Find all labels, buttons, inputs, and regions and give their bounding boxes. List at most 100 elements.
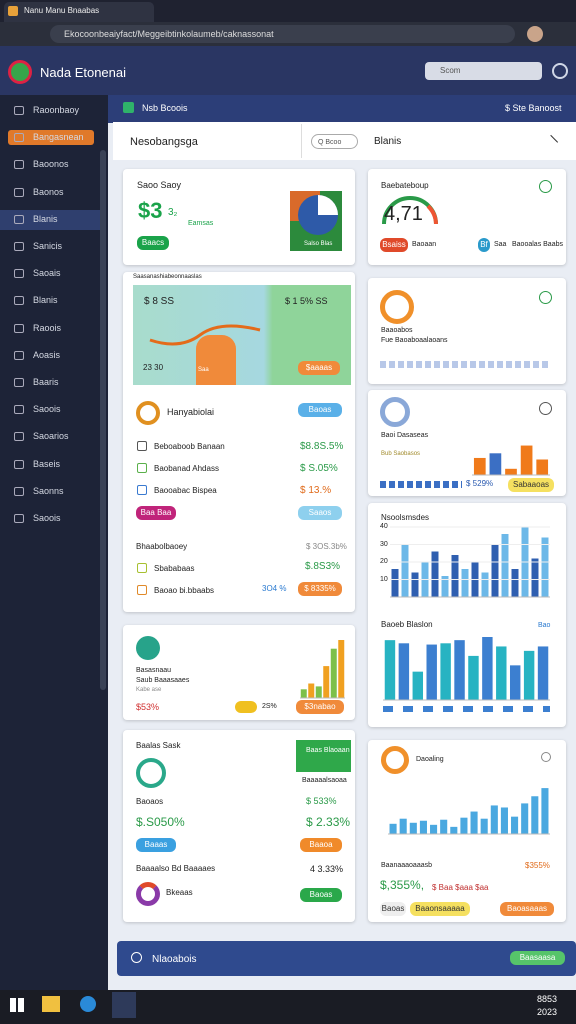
sidebar-icon	[14, 187, 24, 197]
chart-title: Baoeb Blaslon	[381, 620, 433, 629]
panel-search-text[interactable]: Q Bcoo	[318, 139, 342, 146]
pill[interactable]: Baaas	[136, 838, 176, 852]
card-title: Hanyabiolai	[167, 407, 215, 417]
panel-tab[interactable]: Blanis	[374, 136, 402, 147]
sidebar-active	[8, 130, 94, 146]
hero-value: $ 1 5% SS	[285, 296, 328, 306]
search-text[interactable]: Scom	[440, 66, 461, 75]
card-header: Saasanashiabeonnaaslas	[133, 274, 202, 280]
value: $355%	[525, 861, 550, 870]
tag[interactable]: Bf	[478, 238, 490, 252]
pill[interactable]: Baa Baa	[136, 506, 176, 520]
note: Kabe ase	[136, 687, 162, 693]
bar	[300, 689, 307, 698]
bar	[461, 569, 469, 597]
trend-icon	[541, 752, 551, 762]
tab-icon	[8, 6, 18, 16]
row-value: 3O4 %	[262, 584, 287, 593]
pill[interactable]: $aaaas	[298, 361, 340, 375]
app-icon	[112, 992, 136, 1018]
bar	[308, 683, 315, 698]
tab-title: Nanu Manu Bnaabas	[24, 6, 100, 15]
bar	[470, 811, 478, 834]
button[interactable]: Baoas	[298, 403, 342, 417]
sidebar-item[interactable]: Baseis	[33, 458, 61, 469]
pie-icon	[290, 191, 342, 251]
y-tick-label: 10	[380, 575, 388, 583]
card-title: Basasnaau	[136, 667, 172, 674]
bar	[496, 646, 507, 700]
task-icon	[136, 882, 160, 906]
card-title: Baalas Sask	[136, 741, 181, 750]
row-value: 4 3.33%	[310, 864, 344, 874]
pill[interactable]: Baaoa	[300, 838, 342, 852]
hero-line	[149, 324, 261, 346]
gauge-arc-end	[426, 204, 438, 225]
pill[interactable]: Baoas	[380, 902, 406, 916]
sidebar-icon	[14, 486, 24, 496]
row-value: $ S.05%	[300, 463, 338, 474]
clock-icon	[539, 402, 552, 415]
sidebar-item[interactable]: Saoois	[33, 513, 61, 523]
sidebar-item[interactable]: Raoonbaoy	[33, 105, 80, 115]
panel-title: Nesobangsga	[130, 136, 198, 148]
panel-bar	[113, 122, 576, 160]
pill[interactable]: Sabaaoas	[508, 478, 554, 492]
sidebar-item[interactable]: Saoois	[33, 404, 61, 415]
legend-dots	[383, 706, 550, 712]
sidebar-item[interactable]: Aoasis	[33, 349, 61, 360]
sidebar-item[interactable]: Raoois	[33, 322, 62, 333]
bar-chart	[383, 637, 550, 701]
card-title: Baaoabos	[381, 327, 413, 334]
bar	[511, 569, 519, 597]
pill[interactable]: $ 8335%	[298, 582, 342, 596]
app-icon	[80, 996, 96, 1012]
sidebar-icon	[14, 323, 24, 333]
bar	[460, 817, 468, 834]
bar-chart	[388, 788, 550, 835]
sidebar-item[interactable]: Sanicis	[33, 241, 63, 251]
sidebar-item[interactable]: Baoonos	[33, 159, 69, 170]
hero-shape	[196, 335, 236, 385]
sidebar-icon	[14, 106, 24, 115]
sidebar-item[interactable]: Saoarios	[33, 431, 69, 442]
bar	[323, 666, 330, 698]
pill[interactable]: Baoasaaas	[500, 902, 554, 916]
pill[interactable]: $3nabao	[296, 700, 344, 714]
date: 2023	[537, 1007, 558, 1017]
banner-text: Baaaaalsaoaa	[302, 777, 347, 784]
note: Eamsas	[188, 220, 214, 227]
pill[interactable]: Saaos	[298, 506, 342, 520]
bar	[384, 640, 396, 700]
card-title: Daoaling	[416, 756, 444, 763]
sidebar-item[interactable]: Saoais	[33, 268, 61, 279]
bar	[441, 576, 449, 597]
sidebar-item[interactable]: Blanis	[33, 295, 58, 306]
bar	[523, 650, 535, 700]
value: $ 533%	[306, 796, 337, 806]
sidebar-item[interactable]: Baonos	[33, 186, 64, 197]
panel-search	[311, 134, 358, 149]
trend-ring	[381, 746, 409, 774]
sidebar-item[interactable]: Baaris	[33, 377, 59, 387]
bar	[426, 644, 437, 700]
pill[interactable]: Baaonsaaaaa	[410, 902, 470, 916]
sidebar-icon	[14, 378, 24, 387]
pill[interactable]: Bsaiss	[380, 238, 408, 252]
sidebar-item[interactable]: Bangasnean	[33, 132, 84, 143]
toggle	[235, 701, 257, 713]
hero-tag: Saa	[198, 367, 209, 373]
sidebar-item[interactable]: Blanis	[33, 213, 58, 224]
bar	[338, 640, 345, 698]
taskbar	[0, 990, 576, 1024]
bar	[430, 824, 438, 834]
clock: 8853	[537, 994, 558, 1004]
button[interactable]: Baacs	[137, 236, 169, 250]
row-label: Sbababaas	[154, 564, 195, 573]
sidebar-icon	[14, 432, 24, 442]
bar	[490, 805, 498, 834]
hero-value: $ 8 SS	[144, 296, 175, 307]
button[interactable]: Baasaasa	[510, 951, 565, 965]
pill[interactable]: Baoas	[300, 888, 342, 902]
sidebar-item[interactable]: Saonns	[33, 485, 64, 496]
